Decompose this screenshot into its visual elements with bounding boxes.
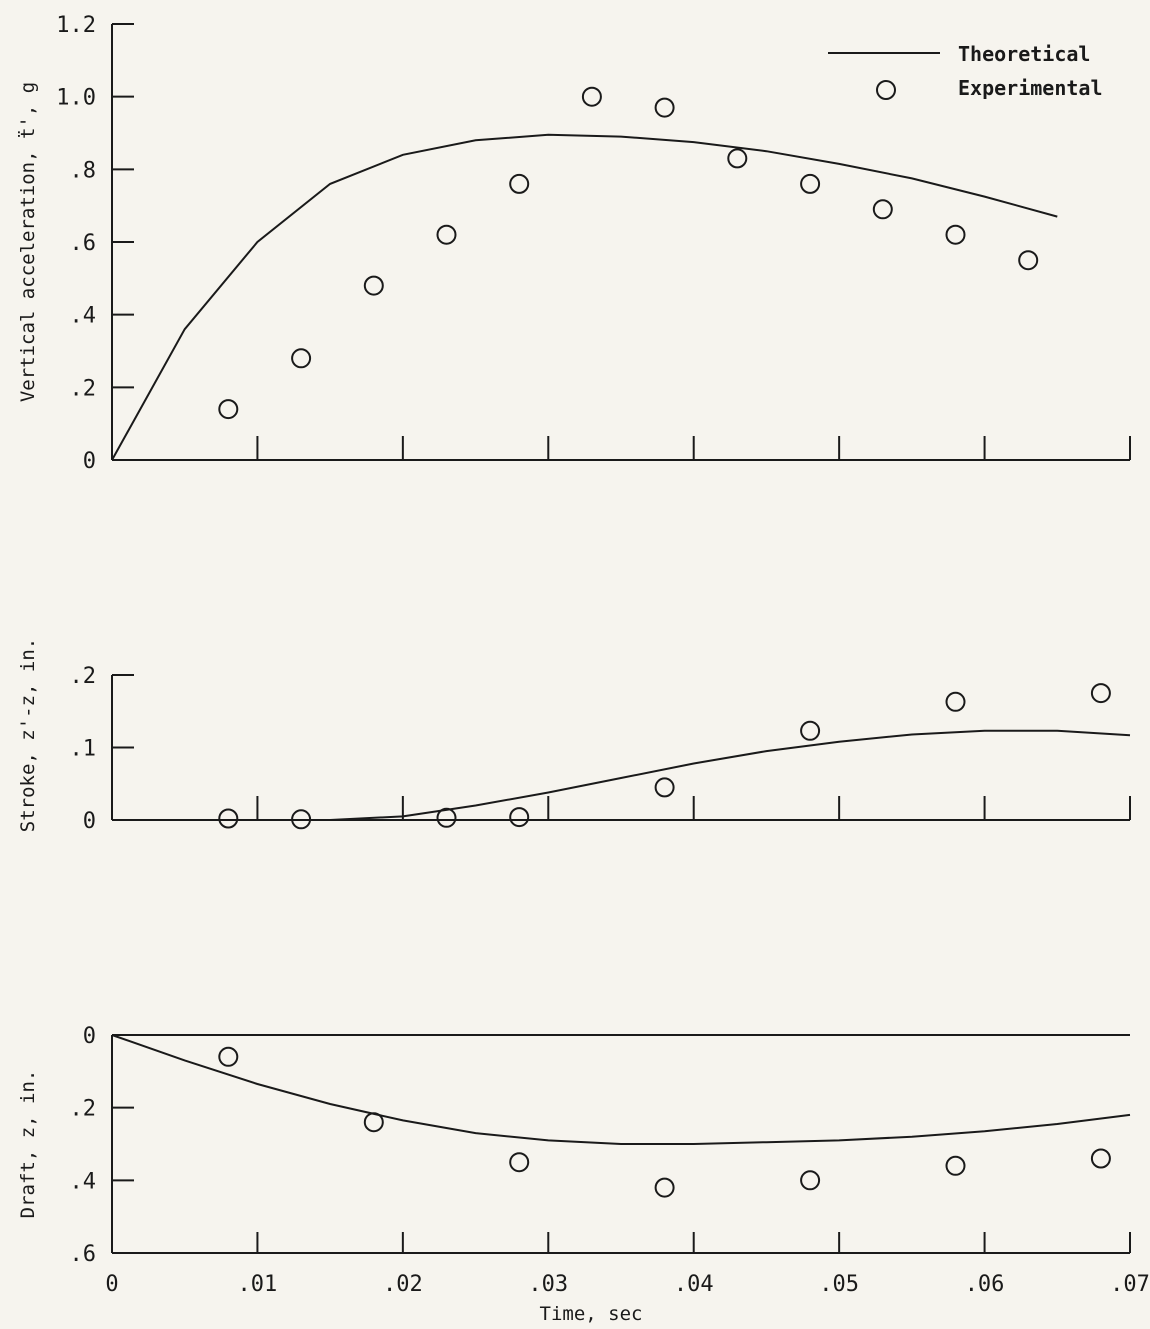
acceleration-y-tick-label: .4	[70, 304, 97, 329]
acceleration-experimental-point	[654, 97, 675, 118]
legend: Theoretical Experimental	[828, 42, 1103, 100]
acceleration-experimental-point	[800, 173, 821, 194]
draft-y-tick-label: .2	[70, 1097, 97, 1122]
draft-x-tick-label: .07	[1110, 1272, 1150, 1297]
stroke-experimental-point	[945, 691, 966, 712]
panels: 0 .2 .4 .6 .8 1.0 1.2 Vertical acceleration, ẗ'…	[17, 13, 1150, 1325]
stroke-y-tick-label: .1	[70, 737, 97, 762]
panel-acceleration: 0 .2 .4 .6 .8 1.0 1.2 Vertical acceleration, ẗ'…	[17, 13, 1131, 474]
acceleration-y-tick-label: .6	[70, 231, 97, 256]
draft-x-tick-label: .02	[383, 1272, 423, 1297]
draft-y-tick-label: 0	[83, 1024, 96, 1049]
acceleration-experimental-point	[872, 199, 893, 220]
acceleration-experimental-point	[1018, 250, 1039, 271]
acceleration-experimental-point	[509, 173, 530, 194]
stroke-experimental-point	[291, 809, 312, 830]
draft-experimental-point	[218, 1046, 239, 1067]
draft-y-tick-label: .6	[70, 1242, 97, 1267]
stroke-experimental-point	[654, 777, 675, 798]
stroke-y-tick-label: .2	[70, 664, 97, 689]
draft-experimental-point	[654, 1177, 675, 1198]
acceleration-y-tick-label: 1.0	[56, 86, 96, 111]
draft-x-tick-label: 0	[105, 1272, 118, 1297]
draft-experimental-point	[363, 1112, 384, 1133]
legend-marker-swatch	[876, 80, 896, 100]
legend-label-experimental: Experimental	[958, 76, 1103, 100]
stroke-experimental-point	[1090, 683, 1111, 704]
acceleration-theoretical-curve	[111, 133, 1058, 461]
stroke-experimental-point	[218, 808, 239, 829]
stroke-theoretical-curve	[112, 729, 1131, 821]
stroke-experimental-point	[509, 807, 530, 828]
stroke-experimental-point	[436, 807, 457, 828]
panel-stroke: 0 .1 .2 Stroke, z'-z, in.	[17, 638, 1131, 834]
panel-draft: 0 .2 .4 .6 0 .01 .02 .03 .04 .05 .06 .07 Draft, z, i…	[17, 1024, 1150, 1325]
acceleration-y-axis-title: Vertical acceleration, ẗ', g	[17, 82, 39, 402]
legend-label-theoretical: Theoretical	[958, 42, 1090, 66]
acceleration-experimental-point	[945, 224, 966, 245]
draft-experimental-point	[800, 1170, 821, 1191]
draft-x-axis-title: Time, sec	[540, 1303, 643, 1325]
draft-x-tick-label: .05	[819, 1272, 859, 1297]
draft-theoretical-curve	[111, 1034, 1131, 1145]
acceleration-experimental-point	[218, 399, 239, 420]
draft-experimental-point	[509, 1152, 530, 1173]
draft-y-axis-title: Draft, z, in.	[17, 1070, 39, 1219]
stroke-y-tick-label: 0	[83, 809, 96, 834]
acceleration-experimental-point	[581, 86, 602, 107]
acceleration-experimental-point	[436, 224, 457, 245]
stroke-experimental-point	[800, 720, 821, 741]
acceleration-y-tick-label: .8	[70, 158, 97, 183]
acceleration-y-tick-label: .2	[70, 376, 97, 401]
acceleration-experimental-point	[291, 348, 312, 369]
draft-y-tick-label: .4	[70, 1169, 97, 1194]
stroke-y-axis-title: Stroke, z'-z, in.	[17, 638, 39, 832]
draft-x-tick-label: .04	[674, 1272, 714, 1297]
acceleration-experimental-point	[363, 275, 384, 296]
acceleration-y-tick-label: 0	[83, 449, 96, 474]
draft-x-tick-label: .01	[238, 1272, 278, 1297]
draft-x-tick-label: .03	[528, 1272, 568, 1297]
acceleration-y-tick-label: 1.2	[56, 13, 96, 38]
draft-x-tick-label: .06	[965, 1272, 1005, 1297]
draft-experimental-point	[945, 1155, 966, 1176]
acceleration-experimental-point	[727, 148, 748, 169]
draft-experimental-point	[1090, 1148, 1111, 1169]
